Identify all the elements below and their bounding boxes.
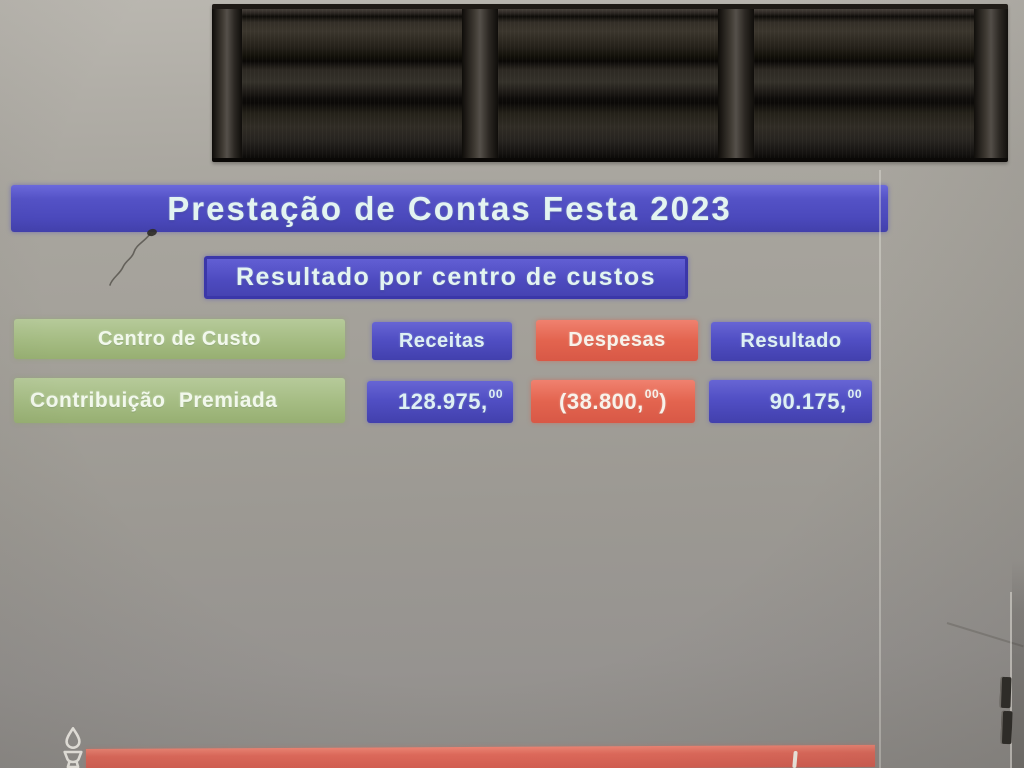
window-frame-left bbox=[212, 9, 242, 158]
slide-title: Prestação de Contas Festa 2023 bbox=[167, 189, 732, 227]
header-cell-receitas: Receitas bbox=[372, 322, 512, 360]
resultado-cents: 00 bbox=[847, 386, 862, 401]
cell-despesas-value: (38.800, 00) bbox=[531, 380, 695, 423]
slide-subtitle: Resultado por centro de custos bbox=[235, 263, 657, 291]
cell-centro-value: Contribuição Premiada bbox=[14, 378, 345, 423]
header-label: Resultado bbox=[740, 330, 842, 352]
header-label: Receitas bbox=[398, 329, 486, 352]
despesas-close-paren: ) bbox=[659, 388, 667, 414]
window-pane bbox=[242, 9, 462, 158]
receitas-cents: 00 bbox=[488, 387, 503, 401]
cell-receitas-value: 128.975, 00 bbox=[367, 381, 513, 423]
wall-scratch bbox=[109, 233, 151, 286]
header-cell-resultado: Resultado bbox=[711, 322, 871, 361]
header-label: Centro de Custo bbox=[97, 327, 262, 350]
receitas-amount: 128.975, bbox=[398, 389, 488, 414]
louver-window bbox=[212, 4, 1008, 162]
window-pane bbox=[498, 9, 718, 158]
window-mullion bbox=[718, 9, 754, 158]
despesas-cents: 00 bbox=[644, 386, 660, 401]
header-cell-centro-de-custo: Centro de Custo bbox=[14, 319, 345, 359]
bottom-red-bar bbox=[85, 744, 876, 768]
candle-icon bbox=[63, 727, 83, 768]
resultado-amount: 90.175, bbox=[769, 388, 847, 414]
slide-subtitle-banner: Resultado por centro de custos bbox=[204, 256, 688, 299]
despesas-amount: (38.800, bbox=[559, 388, 644, 414]
centro-label: Contribuição Premiada bbox=[30, 388, 278, 412]
header-label: Despesas bbox=[568, 329, 666, 351]
projection-screen-edge bbox=[879, 170, 881, 768]
window-pane bbox=[754, 9, 974, 158]
door-hinge bbox=[1000, 710, 1013, 745]
window-mullion bbox=[462, 9, 498, 158]
wall-corner-shade bbox=[1012, 560, 1024, 768]
header-cell-despesas: Despesas bbox=[536, 320, 698, 361]
door-hinge bbox=[999, 676, 1012, 709]
cell-resultado-value: 90.175, 00 bbox=[709, 380, 872, 423]
window-frame-right bbox=[974, 9, 1008, 158]
slide-title-banner: Prestação de Contas Festa 2023 bbox=[11, 185, 888, 232]
